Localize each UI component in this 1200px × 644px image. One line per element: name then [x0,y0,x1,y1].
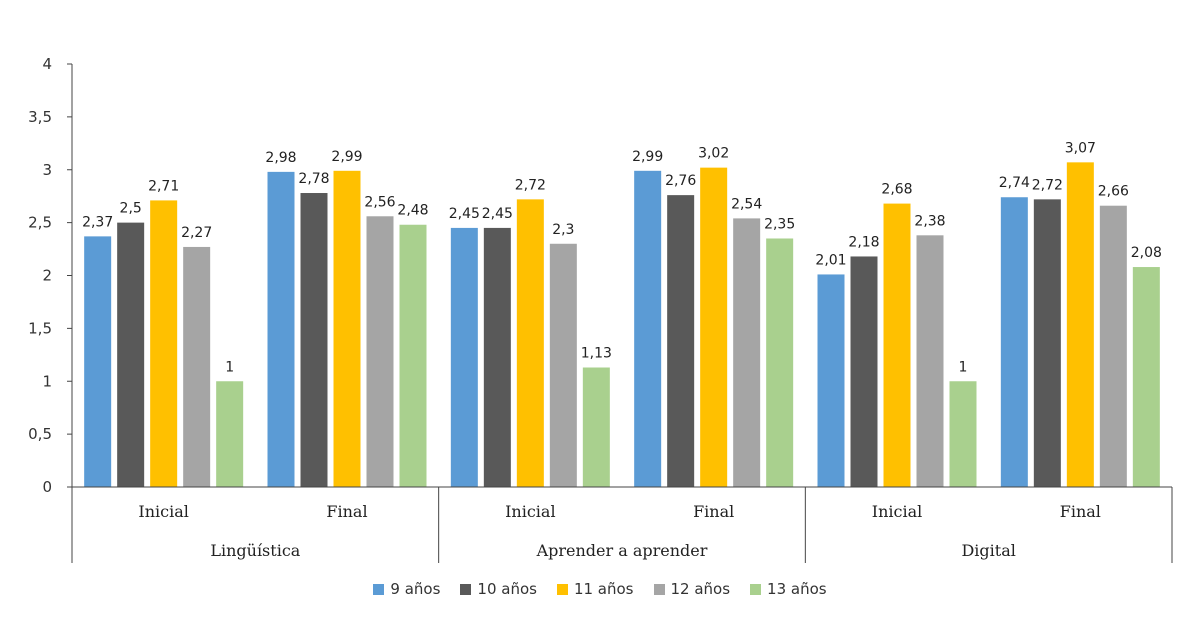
y-axis: 0 0,5 1 1,5 2 2,5 3 3,5 4 [28,55,73,496]
data-label: 2,74 [999,175,1030,191]
bar [183,246,211,487]
bar [700,167,728,487]
bar [916,235,944,487]
bar [450,227,478,487]
bar [1066,162,1094,487]
data-label: 1,13 [581,346,612,362]
data-label: 2,27 [181,225,212,241]
bar [766,238,794,487]
group-label: Aprender a aprender [536,541,708,560]
legend: 9 años 10 años 11 años 12 años 13 años [0,580,1200,598]
y-tick-label: 0 [42,478,52,496]
bar [483,227,511,487]
bar [150,200,178,488]
y-tick-label: 2,5 [28,214,52,232]
bar [817,274,845,487]
bar [949,381,977,487]
y-tick-label: 1 [42,372,52,390]
bar [850,256,878,487]
bar [333,170,361,487]
data-label: 2,72 [1032,177,1063,193]
bar [549,243,577,487]
group-label: Lingüística [210,541,300,560]
bar [300,193,328,487]
x-tick-label: Inicial [505,502,555,521]
bar [216,381,244,487]
data-label: 2,5 [120,201,142,217]
bar [883,203,911,487]
y-tick-label: 1,5 [28,319,52,337]
bar [366,216,394,487]
data-label: 2,38 [914,213,945,229]
data-label: 2,54 [731,196,762,212]
legend-swatch [556,583,568,595]
legend-swatch [750,583,762,595]
bar [1132,267,1160,487]
data-label: 2,56 [364,194,395,210]
data-label: 2,71 [148,178,179,194]
y-tick-label: 2 [42,267,52,285]
bar [267,171,295,488]
legend-swatch [460,583,472,595]
data-label: 2,68 [881,182,912,198]
data-label: 3,07 [1065,140,1096,156]
data-label: 2,35 [764,216,795,232]
bar [1099,205,1127,487]
y-tick-label: 4 [42,55,52,73]
data-label: 2,76 [665,173,696,189]
data-label: 2,66 [1098,184,1129,200]
bar [84,236,112,487]
data-label: 2,45 [449,206,480,222]
bar [516,199,544,488]
legend-label: 9 años [390,580,441,598]
legend-item: 10 años [460,580,537,598]
legend-item: 13 años [750,580,827,598]
x-tick-label: Final [326,502,367,521]
bar [1000,197,1028,487]
legend-item: 12 años [653,580,731,598]
legend-swatch [373,583,385,595]
bar [1033,199,1061,488]
y-tick-label: 3 [42,161,52,179]
data-label: 1 [225,359,234,375]
data-label: 2,08 [1131,245,1162,261]
x-tick-label: Inicial [138,502,188,521]
data-label: 1 [959,359,968,375]
bar [733,218,761,487]
bar [582,367,610,487]
data-label: 2,98 [265,150,296,166]
legend-label: 10 años [477,580,537,598]
legend-label: 12 años [670,580,731,598]
data-label: 2,99 [632,149,663,165]
bar [667,195,695,487]
data-label: 2,37 [82,214,113,230]
data-label: 2,45 [482,206,513,222]
data-label: 2,3 [552,222,574,238]
data-label: 2,72 [515,177,546,193]
bar [399,224,427,488]
legend-item: 9 años [373,580,440,598]
bars [84,162,1160,488]
legend-label: 11 años [573,580,634,598]
data-label: 2,18 [848,234,879,250]
data-label: 2,78 [298,171,329,187]
bar [634,170,662,487]
y-tick-label: 0,5 [28,425,52,443]
data-label: 3,02 [698,146,729,162]
bar [117,222,145,487]
x-tick-label: Final [693,502,734,521]
group-label: Digital [961,541,1015,560]
legend-swatch [653,583,665,595]
legend-label: 13 años [767,580,827,598]
data-label: 2,99 [331,149,362,165]
x-tick-label: Final [1060,502,1101,521]
x-tick-label: Inicial [872,502,922,521]
data-label: 2,01 [815,252,846,268]
y-tick-label: 3,5 [28,108,52,126]
legend-item: 11 años [556,580,634,598]
x-axis: Inicial Final Inicial Final Inicial Final Ling… [71,486,1173,563]
data-label: 2,48 [397,203,428,219]
